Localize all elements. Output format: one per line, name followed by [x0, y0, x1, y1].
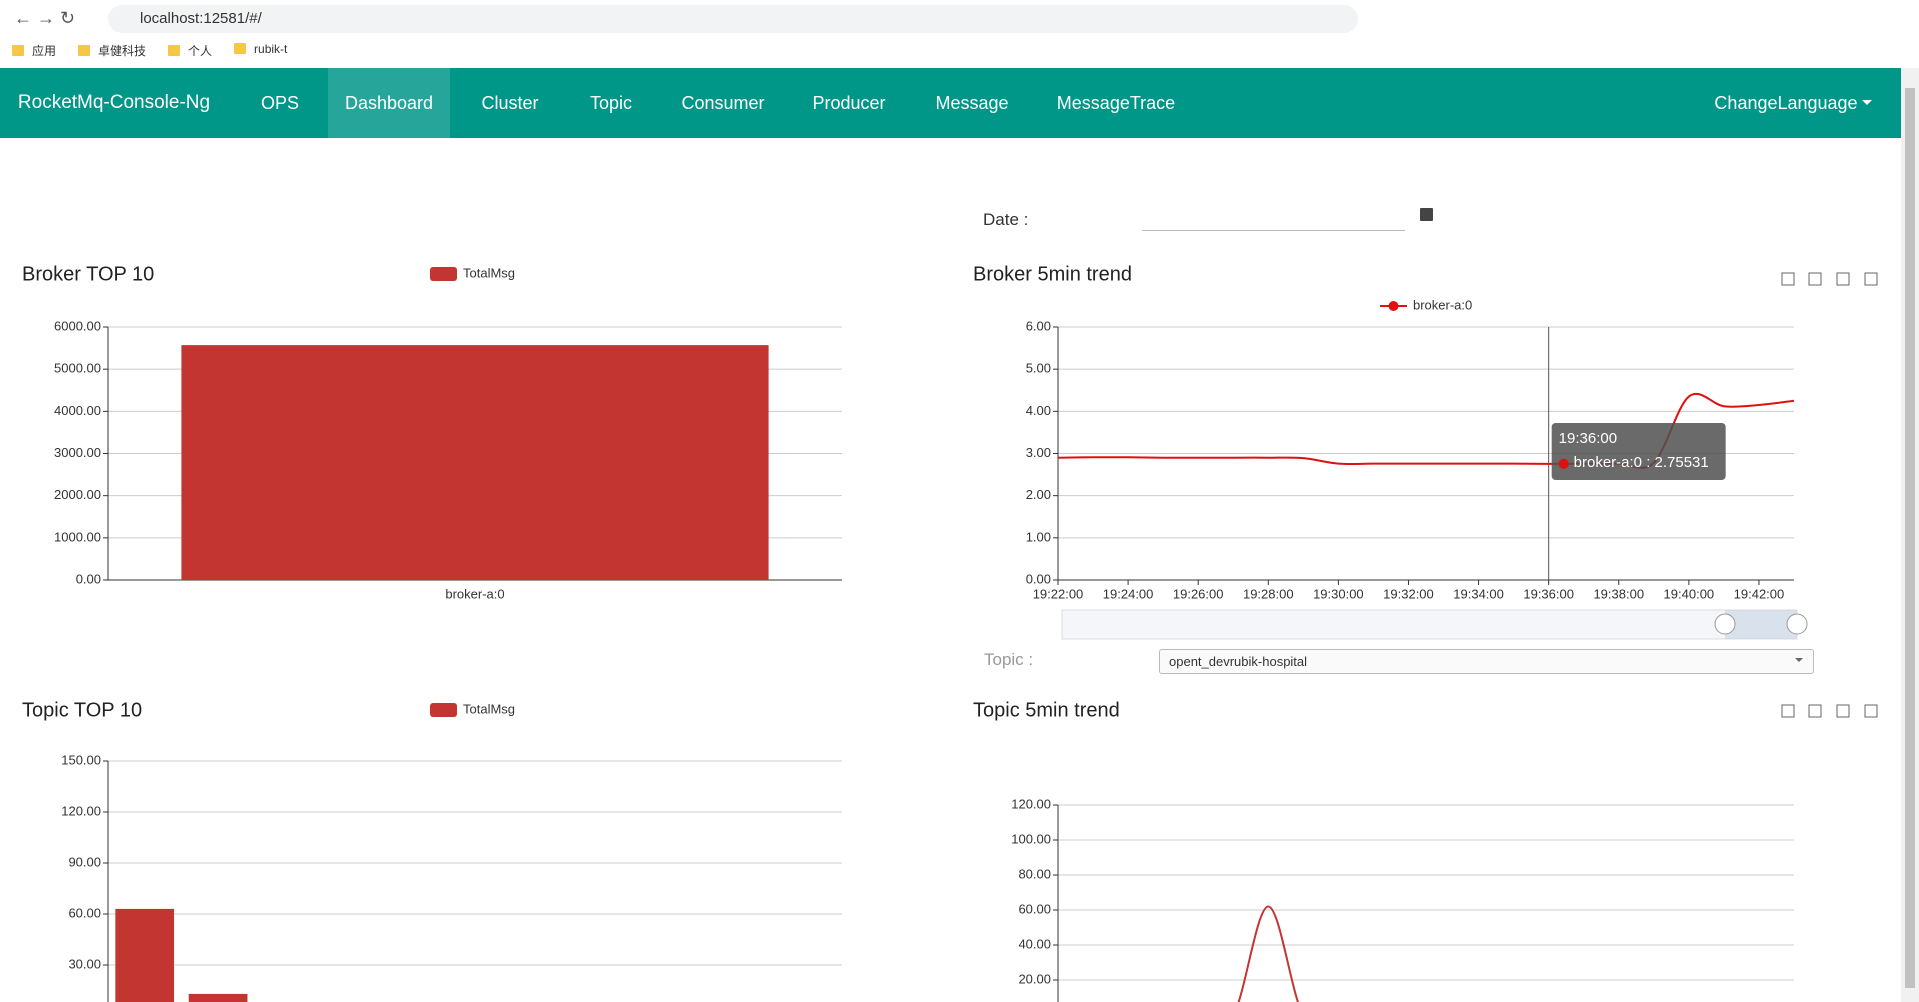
y-tick-label: 4000.00 [54, 403, 101, 418]
topic-select[interactable]: opent_devrubik-hospital [1159, 649, 1814, 674]
bookmark[interactable]: 个人 [168, 42, 212, 59]
address-bar[interactable]: localhost:12581/#/ [108, 5, 1358, 33]
data-zoom[interactable] [1061, 609, 1798, 640]
legend-label: broker-a:0 [1413, 297, 1472, 312]
nav-item[interactable]: Producer [812, 93, 886, 113]
y-tick-label: 0.00 [76, 571, 101, 586]
nav-item[interactable]: Message [935, 93, 1009, 113]
x-tick-label: broker-a:0 [445, 586, 504, 601]
x-tick-label: 19:28:00 [1243, 586, 1294, 601]
scroll-thumb[interactable] [1905, 88, 1915, 988]
chart-title: Topic TOP 10 [22, 699, 142, 721]
bookmark[interactable]: 卓健科技 [78, 42, 146, 59]
y-tick-label: 6000.00 [54, 318, 101, 333]
toolbox-icon[interactable] [1836, 704, 1850, 718]
y-tick-label: 100.00 [1011, 831, 1051, 846]
toolbox-icon[interactable] [1836, 272, 1850, 286]
y-tick-label: 30.00 [68, 956, 101, 971]
bar [188, 993, 248, 1002]
y-tick-label: 6.00 [1026, 318, 1051, 333]
toolbox-icon[interactable] [1781, 704, 1795, 718]
navbar: RocketMq-Console-Ng OPS Dashboard Cluste… [0, 68, 1901, 138]
tooltip-dot [1558, 458, 1569, 469]
toolbox-icon[interactable] [1808, 272, 1822, 286]
y-tick-label: 4.00 [1026, 403, 1051, 418]
line [1057, 392, 1795, 469]
bookmarks: 应用 卓健科技 个人 rubik-t [12, 42, 287, 59]
select-caret [1795, 658, 1803, 666]
y-tick-label: 120.00 [1011, 796, 1051, 811]
zoom-handle[interactable] [1786, 613, 1808, 635]
brand[interactable]: RocketMq-Console-Ng [17, 92, 211, 113]
y-tick-label: 1000.00 [54, 529, 101, 544]
tooltip-title: 19:36:00 [1559, 430, 1617, 447]
toolbox-icon[interactable] [1864, 704, 1878, 718]
browser-chrome: ← → ↻ localhost:12581/#/ 应用 卓健科技 个人 rubi… [0, 0, 1919, 69]
bookmark[interactable]: rubik-t [234, 42, 287, 59]
toolbox-icon[interactable] [1864, 272, 1878, 286]
chart-title: Topic 5min trend [973, 699, 1120, 721]
x-tick-label: 19:42:00 [1734, 586, 1785, 601]
y-tick-label: 5.00 [1026, 361, 1051, 376]
x-tick-label: 19:38:00 [1593, 586, 1644, 601]
y-tick-label: 0.00 [1026, 571, 1051, 586]
date-label: Date : [983, 210, 1029, 229]
y-tick-label: 60.00 [1018, 901, 1051, 916]
y-tick-label: 3000.00 [54, 445, 101, 460]
y-tick-label: 1.00 [1026, 529, 1051, 544]
nav-buttons[interactable]: ← → ↻ [14, 8, 76, 28]
legend-label: TotalMsg [463, 701, 515, 716]
line [1237, 905, 1300, 1002]
x-tick-label: 19:32:00 [1383, 586, 1434, 601]
y-tick-label: 80.00 [1018, 866, 1051, 881]
y-tick-label: 40.00 [1018, 936, 1051, 951]
scrollbar[interactable] [1901, 68, 1919, 1002]
nav-item[interactable]: Cluster [481, 93, 539, 113]
chart-title: Broker 5min trend [973, 263, 1132, 285]
y-tick-label: 150.00 [61, 752, 101, 767]
bookmark[interactable]: 应用 [12, 42, 56, 59]
y-tick-label: 60.00 [68, 905, 101, 920]
zoom-handle[interactable] [1714, 613, 1736, 635]
x-tick-label: 19:40:00 [1664, 586, 1715, 601]
y-tick-label: 5000.00 [54, 361, 101, 376]
nav-item[interactable]: Dashboard [327, 68, 451, 138]
chart-title: Broker TOP 10 [22, 263, 154, 285]
x-tick-label: 19:24:00 [1103, 586, 1154, 601]
language-menu[interactable]: ChangeLanguage [1714, 93, 1858, 113]
x-tick-label: 19:22:00 [1033, 586, 1084, 601]
y-tick-label: 3.00 [1026, 445, 1051, 460]
data-zoom-window [1725, 610, 1797, 639]
nav-item[interactable]: MessageTrace [1056, 93, 1176, 113]
legend-swatch [430, 703, 457, 717]
x-tick-label: 19:36:00 [1523, 586, 1574, 601]
caret [1862, 100, 1872, 110]
bar [181, 345, 769, 580]
x-tick-label: 19:34:00 [1453, 586, 1504, 601]
calendar-icon[interactable] [1420, 208, 1433, 221]
y-tick-label: 90.00 [68, 854, 101, 869]
date-input[interactable] [1142, 230, 1405, 231]
legend-dot [1388, 301, 1399, 311]
x-tick-label: 19:30:00 [1313, 586, 1364, 601]
topic-label: Topic : [984, 650, 1034, 669]
nav-item[interactable]: Consumer [681, 93, 765, 113]
tooltip [1551, 423, 1726, 480]
legend-swatch [430, 267, 457, 281]
bar [115, 908, 175, 1002]
toolbox-icon[interactable] [1808, 704, 1822, 718]
nav-item[interactable]: Topic [589, 93, 633, 113]
tooltip-text: broker-a:0 : 2.75531 [1574, 454, 1709, 471]
x-tick-label: 19:26:00 [1173, 586, 1224, 601]
nav-item[interactable]: OPS [260, 93, 300, 113]
toolbox-icon[interactable] [1781, 272, 1795, 286]
y-tick-label: 2.00 [1026, 487, 1051, 502]
y-tick-label: 20.00 [1018, 971, 1051, 986]
y-tick-label: 2000.00 [54, 487, 101, 502]
y-tick-label: 120.00 [61, 803, 101, 818]
legend-label: TotalMsg [463, 265, 515, 280]
